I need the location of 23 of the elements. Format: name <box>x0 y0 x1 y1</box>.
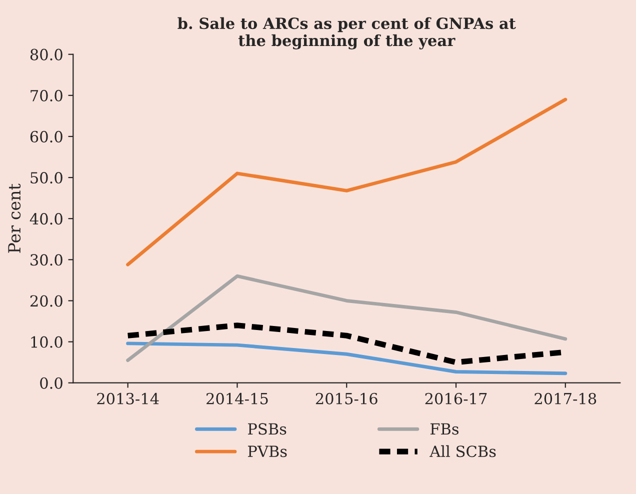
y-tick-label: 10.0 <box>31 336 62 348</box>
y-tick-label: 60.0 <box>30 130 62 142</box>
y-tick-label: 70.0 <box>30 90 62 102</box>
x-tick-label: 2013-14 <box>97 392 159 404</box>
y-tick-label: 20.0 <box>30 295 62 307</box>
y-tick-label: 40.0 <box>30 213 62 225</box>
legend-label: PSBs <box>248 423 286 435</box>
x-tick-label: 2014-15 <box>206 392 268 404</box>
legend-label: FBs <box>430 423 458 435</box>
line-series <box>126 274 568 362</box>
line-series <box>126 342 568 376</box>
y-tick-label: 30.0 <box>30 254 62 266</box>
x-tick-label: 2015-16 <box>316 392 378 404</box>
y-tick-label: 0.0 <box>40 377 62 389</box>
chart-title: b. Sale to ARCs as per cent of GNPAs at the beginning of the year <box>178 17 516 50</box>
y-tick-label: 50.0 <box>30 172 62 184</box>
line-series <box>126 98 568 266</box>
legend-label: PVBs <box>248 446 287 458</box>
y-axis-title: Per cent <box>8 184 21 253</box>
legend-label: All SCBs <box>430 445 496 458</box>
x-tick-label: 2017-18 <box>534 392 596 404</box>
y-tick-label: 80.0 <box>30 48 62 60</box>
x-tick-label: 2016-17 <box>425 392 487 404</box>
